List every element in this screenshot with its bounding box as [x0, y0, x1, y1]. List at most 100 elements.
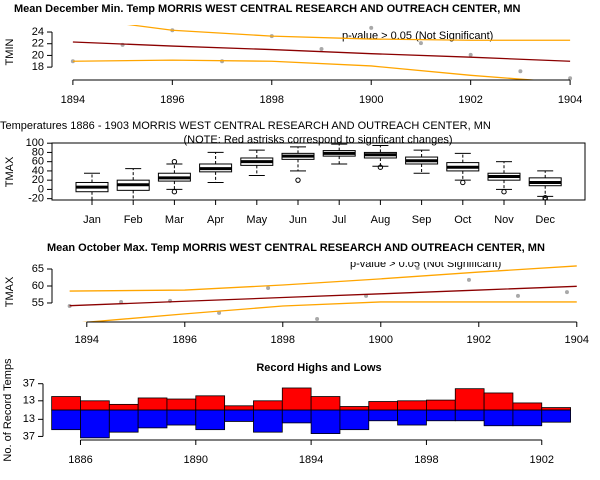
y-tick-label: 60 — [32, 280, 44, 292]
bar — [310, 409, 341, 434]
x-tick-label: Aug — [371, 214, 391, 226]
outlier — [171, 158, 178, 165]
x-tick-label: Oct — [454, 214, 471, 226]
y-axis-label: TMAX — [4, 156, 16, 187]
bar — [541, 409, 571, 423]
data-point — [466, 277, 471, 282]
x-tick-label: 1900 — [359, 94, 383, 106]
y-tick-label: 18 — [32, 61, 44, 73]
bar — [224, 405, 254, 411]
bar — [195, 409, 226, 431]
y-tick-label: 40 — [32, 165, 44, 177]
bar — [454, 388, 485, 411]
x-tick-label: 1898 — [414, 454, 438, 466]
chart-title: Mean October Max. Temp MORRIS WEST CENTR… — [47, 242, 545, 254]
x-tick-label: Jun — [289, 214, 307, 226]
x-tick-label: Mar — [165, 214, 184, 226]
outlier — [460, 179, 466, 186]
x-tick-label: Jan — [83, 214, 101, 226]
bar — [166, 398, 197, 411]
x-tick-label: 1898 — [260, 94, 284, 106]
y-tick-label: 13 — [23, 395, 35, 407]
confidence-upper — [126, 25, 571, 41]
outlier — [501, 189, 507, 195]
x-tick-label: Jul — [332, 214, 346, 226]
outlier — [377, 164, 384, 170]
x-tick-label: 1896 — [173, 334, 197, 346]
x-tick-label: 1890 — [184, 454, 208, 466]
chart-title: Record Highs and Lows — [256, 362, 381, 374]
x-tick-label: Feb — [124, 214, 143, 226]
confidence-lower — [81, 301, 577, 322]
data-point — [418, 41, 423, 46]
y-tick-label: -20 — [28, 193, 44, 205]
annotation: p-value > 0.05 (Not Significant) — [350, 258, 501, 270]
panel: Mean December Min. Temp MORRIS WEST CENT… — [4, 3, 582, 106]
bar — [310, 396, 341, 411]
x-tick-label: 1894 — [61, 94, 85, 106]
bar — [368, 409, 399, 422]
y-tick-label: 20 — [32, 49, 44, 61]
y-tick-label: 60 — [32, 156, 44, 168]
bar — [483, 409, 514, 427]
bar — [137, 409, 168, 429]
y-tick-label: 37 — [23, 430, 35, 442]
y-axis-label: TMIN — [4, 39, 16, 66]
bar — [281, 409, 312, 424]
x-tick-label: 1894 — [299, 454, 323, 466]
bar — [51, 396, 81, 411]
y-tick-label: 100 — [26, 137, 44, 149]
x-tick-label: 1898 — [271, 334, 295, 346]
x-tick-label: 1902 — [530, 454, 554, 466]
bar — [253, 409, 283, 433]
plot-area — [51, 387, 571, 439]
x-tick-label: 1894 — [75, 334, 99, 346]
x-tick-label: 1896 — [160, 94, 184, 106]
x-tick-label: Dec — [535, 214, 555, 226]
trend-line — [72, 41, 571, 62]
y-tick-label: 55 — [32, 297, 44, 309]
bar — [368, 401, 399, 411]
y-tick-label: 80 — [32, 146, 44, 158]
data-point — [515, 293, 520, 298]
y-tick-label: 0 — [38, 183, 44, 195]
chart-title: Temperatures 1886 - 1903 MORRIS WEST CEN… — [0, 120, 491, 132]
x-tick-label: May — [246, 214, 267, 226]
y-tick-label: 65 — [32, 263, 44, 275]
y-axis-label: No. of Record Temps — [2, 358, 14, 462]
plot-border — [51, 142, 586, 201]
confidence-upper — [69, 265, 577, 292]
bar — [224, 409, 254, 422]
y-tick-label: 24 — [32, 26, 44, 38]
bar — [483, 392, 514, 411]
y-tick-label: 22 — [32, 38, 44, 50]
plot-area — [75, 143, 562, 200]
bar — [512, 409, 543, 427]
x-tick-label: Sep — [412, 214, 432, 226]
x-tick-label: 1900 — [369, 334, 393, 346]
bar — [80, 409, 110, 439]
x-tick-label: 1902 — [467, 334, 491, 346]
panel: Record Highs and Lows No. of Record Temps… — [2, 358, 571, 466]
data-point — [369, 25, 374, 30]
bar — [51, 409, 81, 431]
bar — [426, 399, 456, 411]
data-point — [119, 299, 124, 304]
panel: Mean October Max. Temp MORRIS WEST CENTR… — [4, 242, 589, 346]
bar — [397, 409, 427, 426]
data-point — [468, 52, 473, 57]
bar — [108, 409, 139, 433]
outlier — [295, 177, 301, 183]
bar — [339, 406, 370, 411]
x-tick-label: 1886 — [68, 454, 92, 466]
data-point — [319, 46, 324, 51]
outlier — [171, 189, 178, 195]
chart-subtitle: (NOTE: Red astrisks correspond to signfi… — [183, 134, 452, 146]
bar — [166, 409, 197, 426]
plot-area: p-value > 0.05 (Not Significant) — [67, 258, 577, 322]
bar — [253, 400, 283, 411]
x-tick-label: Apr — [207, 214, 224, 226]
y-tick-label: 13 — [23, 413, 35, 425]
y-tick-label: 20 — [32, 174, 44, 186]
